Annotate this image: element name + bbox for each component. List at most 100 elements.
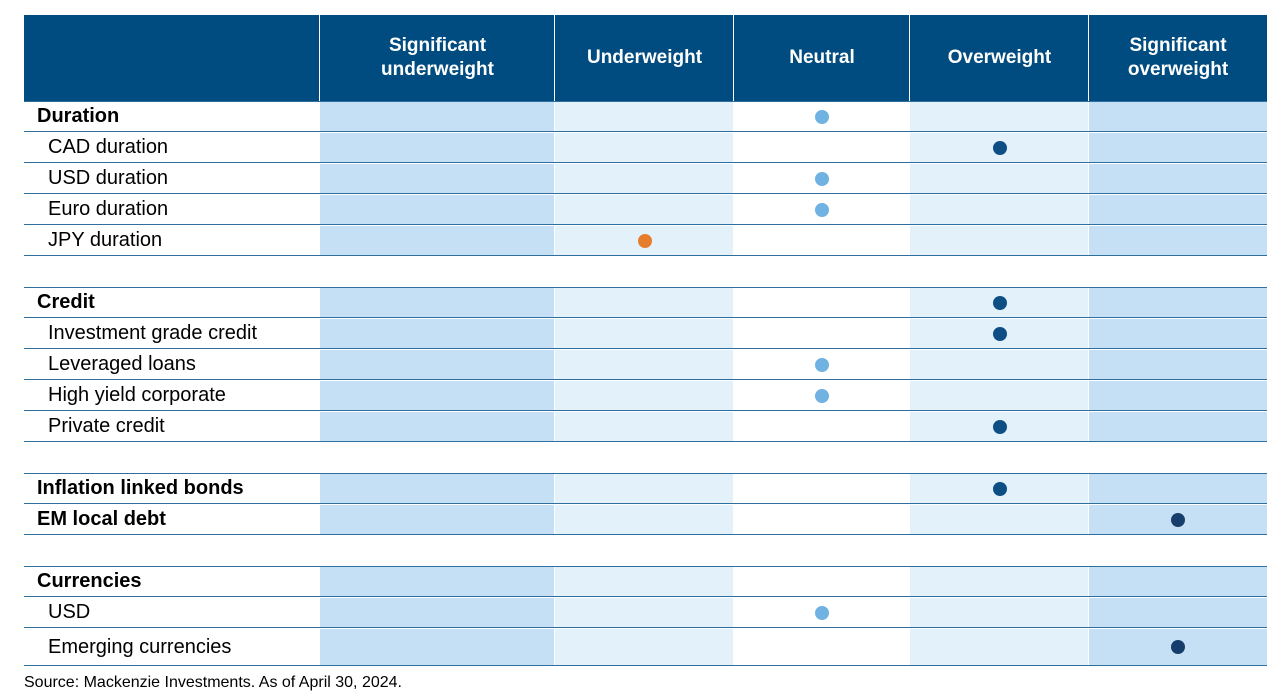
column-band bbox=[734, 567, 909, 597]
column-band bbox=[1089, 567, 1267, 597]
column-band bbox=[734, 288, 909, 318]
column-band bbox=[910, 381, 1088, 411]
column-band bbox=[320, 381, 554, 411]
column-band bbox=[1089, 319, 1267, 349]
row-border bbox=[24, 224, 1267, 225]
column-band bbox=[320, 133, 554, 163]
row-border bbox=[24, 379, 1267, 380]
column-band bbox=[320, 288, 554, 318]
column-divider bbox=[319, 15, 320, 101]
column-divider bbox=[909, 15, 910, 101]
column-band bbox=[320, 164, 554, 194]
header-stub bbox=[24, 15, 320, 101]
column-band bbox=[555, 164, 733, 194]
position-marker bbox=[992, 140, 1007, 155]
column-band bbox=[910, 164, 1088, 194]
row-label: High yield corporate bbox=[48, 384, 226, 406]
column-band bbox=[555, 133, 733, 163]
column-band bbox=[1089, 102, 1267, 132]
column-band bbox=[734, 412, 909, 442]
positioning-table: Significant underweight Underweight Neutra… bbox=[24, 15, 1267, 671]
position-marker bbox=[815, 171, 829, 186]
position-marker bbox=[1171, 640, 1185, 654]
row-border bbox=[24, 596, 1267, 597]
position-marker bbox=[815, 357, 829, 372]
column-band bbox=[910, 505, 1088, 535]
column-band bbox=[1089, 598, 1267, 628]
source-note: Source: Mackenzie Investments. As of Apr… bbox=[24, 674, 402, 691]
column-band bbox=[910, 598, 1088, 628]
column-band bbox=[320, 474, 554, 504]
column-band bbox=[555, 102, 733, 132]
row-border bbox=[24, 131, 1267, 132]
column-band bbox=[320, 226, 554, 256]
column-band bbox=[1089, 133, 1267, 163]
row-border bbox=[24, 162, 1267, 163]
row-label: Investment grade credit bbox=[48, 322, 257, 344]
column-band bbox=[555, 505, 733, 535]
column-band bbox=[320, 319, 554, 349]
position-marker bbox=[1171, 512, 1185, 527]
row-border bbox=[24, 534, 1267, 535]
column-band bbox=[320, 629, 554, 666]
column-band bbox=[555, 195, 733, 225]
column-divider bbox=[733, 15, 734, 101]
column-band bbox=[1089, 226, 1267, 256]
row-border bbox=[24, 287, 1267, 288]
position-marker bbox=[815, 109, 829, 124]
position-marker bbox=[992, 326, 1007, 341]
column-band bbox=[555, 412, 733, 442]
column-band bbox=[910, 102, 1088, 132]
row-border bbox=[24, 193, 1267, 194]
row-label: Euro duration bbox=[48, 198, 169, 220]
row-label: USD duration bbox=[48, 167, 169, 189]
column-divider bbox=[554, 15, 555, 101]
column-header: Overweight bbox=[910, 15, 1089, 101]
column-band bbox=[320, 412, 554, 442]
column-band bbox=[910, 629, 1088, 666]
row-border bbox=[24, 317, 1267, 318]
position-marker bbox=[992, 295, 1007, 310]
column-band bbox=[734, 629, 909, 666]
column-band bbox=[555, 567, 733, 597]
row-label: Emerging currencies bbox=[48, 635, 232, 658]
row-label: Duration bbox=[37, 105, 120, 127]
position-marker bbox=[637, 233, 652, 248]
column-band bbox=[320, 350, 554, 380]
column-band bbox=[734, 319, 909, 349]
column-band bbox=[1089, 195, 1267, 225]
column-band bbox=[1089, 412, 1267, 442]
column-band bbox=[320, 505, 554, 535]
column-band bbox=[555, 319, 733, 349]
row-label: Credit bbox=[37, 291, 95, 313]
column-band bbox=[910, 195, 1088, 225]
column-band bbox=[320, 598, 554, 628]
row-border bbox=[24, 255, 1267, 256]
column-band bbox=[1089, 288, 1267, 318]
column-header: Neutral bbox=[734, 15, 910, 101]
row-border bbox=[24, 348, 1267, 349]
row-border bbox=[24, 665, 1267, 666]
row-label: CAD duration bbox=[48, 136, 169, 158]
column-header: Significant overweight bbox=[1089, 15, 1267, 101]
column-band bbox=[555, 288, 733, 318]
position-marker bbox=[815, 388, 829, 403]
column-band bbox=[1089, 381, 1267, 411]
row-border bbox=[24, 441, 1267, 442]
column-band bbox=[1089, 350, 1267, 380]
row-border bbox=[24, 410, 1267, 411]
row-label: Inflation linked bonds bbox=[37, 477, 244, 499]
column-band bbox=[555, 381, 733, 411]
row-border bbox=[24, 627, 1267, 628]
column-band bbox=[555, 474, 733, 504]
position-marker bbox=[815, 202, 829, 217]
row-border bbox=[24, 503, 1267, 504]
column-divider bbox=[1088, 15, 1089, 101]
column-band bbox=[320, 567, 554, 597]
column-band bbox=[555, 350, 733, 380]
row-label: EM local debt bbox=[37, 508, 166, 530]
row-border bbox=[24, 473, 1267, 474]
column-band bbox=[910, 226, 1088, 256]
column-header: Underweight bbox=[555, 15, 734, 101]
column-band bbox=[734, 505, 909, 535]
